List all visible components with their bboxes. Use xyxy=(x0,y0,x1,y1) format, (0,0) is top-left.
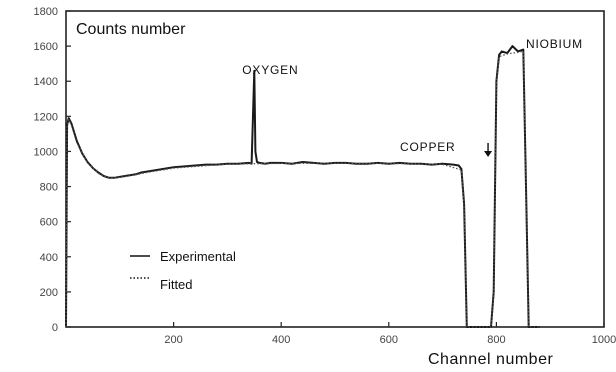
x-tick-label: 800 xyxy=(487,334,505,346)
legend-fitted-label: Fitted xyxy=(160,277,193,292)
y-tick-label: 400 xyxy=(40,252,58,264)
y-tick-label: 600 xyxy=(40,217,58,229)
y-tick-label: 1800 xyxy=(34,6,58,18)
x-axis-ticks: 200 400 600 800 1000 xyxy=(164,322,616,346)
y-tick-label: 1000 xyxy=(34,146,58,158)
legend-experimental-label: Experimental xyxy=(160,249,236,264)
x-tick-label: 200 xyxy=(164,334,182,346)
x-tick-label: 1000 xyxy=(592,334,616,346)
series-experimental-line xyxy=(65,45,540,328)
series-fitted-line xyxy=(65,50,540,328)
y-tick-label: 1400 xyxy=(34,76,58,88)
y-tick-label: 800 xyxy=(40,182,58,194)
x-tick-label: 400 xyxy=(272,334,290,346)
series-layer xyxy=(65,45,540,328)
y-tick-label: 200 xyxy=(40,287,58,299)
annotation-copper: COPPER xyxy=(400,140,455,154)
y-tick-label: 1200 xyxy=(34,111,58,123)
legend: Experimental Fitted xyxy=(130,249,236,292)
x-axis-label: Channel number xyxy=(428,351,553,368)
y-axis-label: Counts number xyxy=(76,21,186,38)
copper-arrow-icon xyxy=(484,142,493,157)
y-axis-ticks: 0 200 400 600 800 1000 1200 1400 1600 1800 xyxy=(34,6,71,334)
y-tick-label: 0 xyxy=(52,322,58,334)
annotation-niobium: NIOBIUM xyxy=(526,37,583,51)
y-tick-label: 1600 xyxy=(34,41,58,53)
annotation-oxygen: OXYGEN xyxy=(242,63,298,77)
x-tick-label: 600 xyxy=(380,334,398,346)
